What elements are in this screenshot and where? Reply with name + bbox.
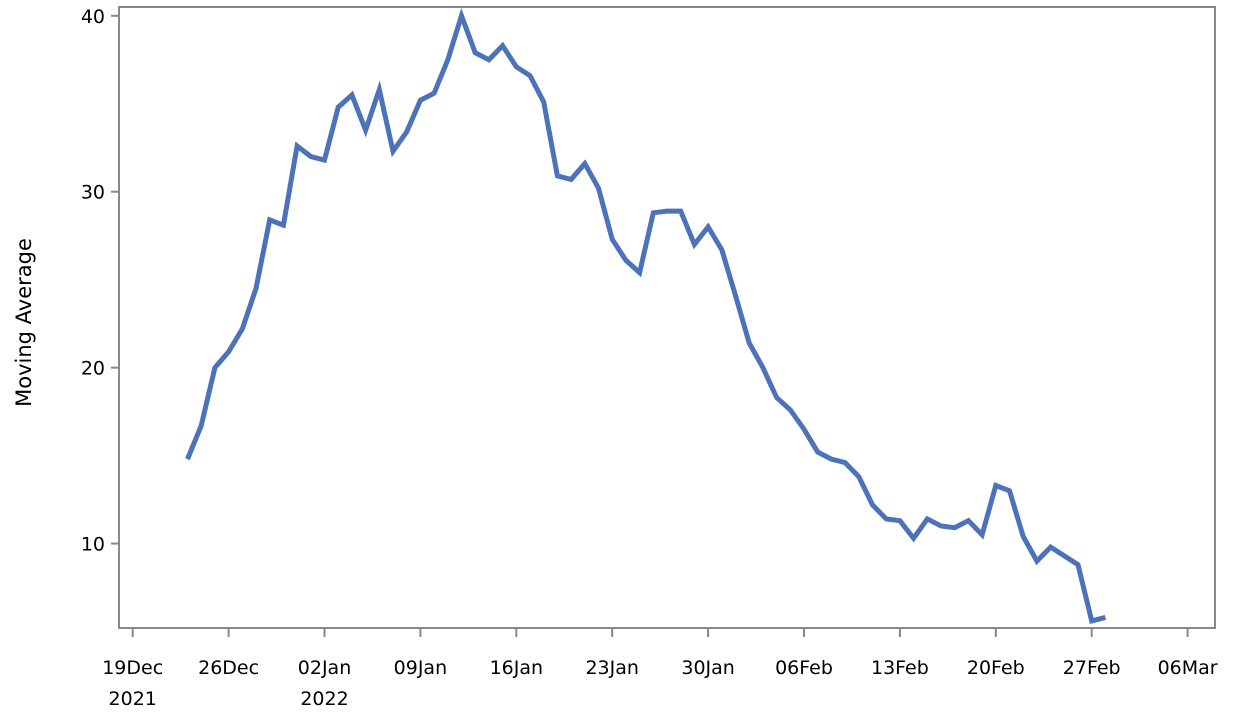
y-tick-label: 10 bbox=[81, 534, 105, 556]
x-tick-label: 02Jan bbox=[298, 657, 351, 679]
x-tick-year-label: 2021 bbox=[109, 688, 157, 710]
series-layer bbox=[185, 8, 1107, 625]
plot-frame bbox=[118, 6, 1216, 629]
x-tick-label: 06Mar bbox=[1158, 657, 1218, 679]
x-axis: 19Dec 2021 26Dec 02Jan 2022 09Jan 16Jan 23Jan 30… bbox=[102, 628, 1218, 710]
y-axis-title: Moving Average bbox=[12, 238, 36, 407]
x-tick-label: 30Jan bbox=[681, 657, 734, 679]
y-axis: 10 20 30 40 bbox=[81, 6, 119, 556]
x-tick-label: 09Jan bbox=[394, 657, 447, 679]
x-tick-label: 23Jan bbox=[585, 657, 638, 679]
x-tick-label: 16Jan bbox=[490, 657, 543, 679]
y-tick-label: 30 bbox=[81, 182, 105, 204]
x-tick-label: 06Feb bbox=[775, 657, 833, 679]
x-tick-label: 26Dec bbox=[198, 657, 259, 679]
x-tick-label: 27Feb bbox=[1063, 657, 1121, 679]
series-line bbox=[185, 8, 1107, 625]
x-tick-label: 13Feb bbox=[871, 657, 929, 679]
y-tick-label: 40 bbox=[81, 6, 105, 28]
x-tick-label: 20Feb bbox=[967, 657, 1025, 679]
x-tick-year-label: 2022 bbox=[300, 688, 348, 710]
y-tick-label: 20 bbox=[81, 358, 105, 380]
x-tick-label: 19Dec bbox=[102, 657, 163, 679]
